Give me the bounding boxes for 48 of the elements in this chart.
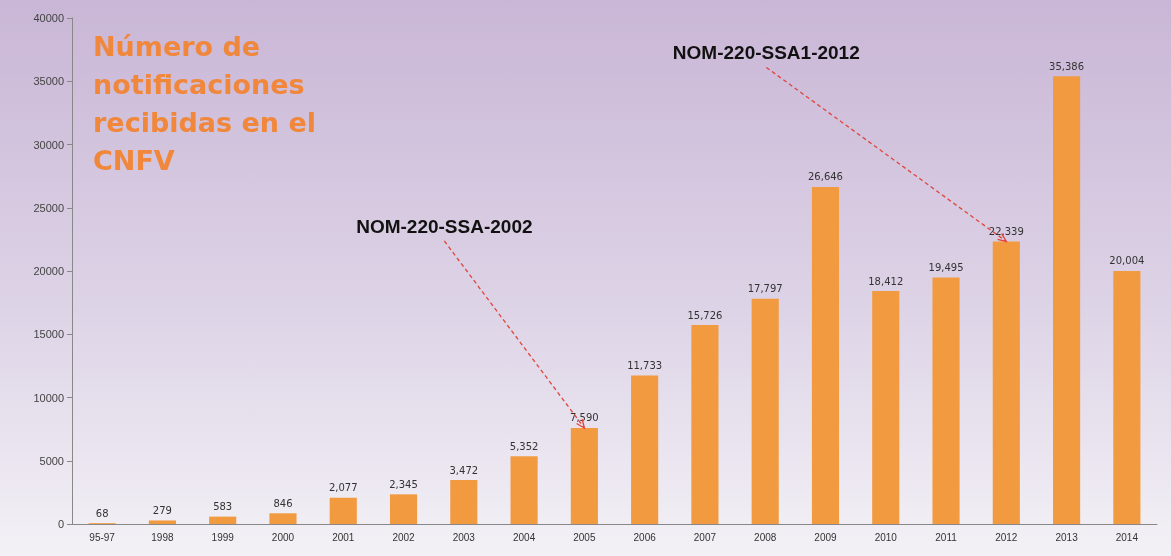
y-tick-label: 25000 — [33, 201, 64, 214]
data-label: 583 — [213, 501, 233, 513]
y-tick-label: 10000 — [33, 391, 64, 404]
annotation: NOM-220-SSA1-2012 — [672, 42, 860, 64]
x-tick-label: 2008 — [754, 531, 777, 543]
x-tick-label: 2006 — [633, 531, 657, 543]
data-label: 19,495 — [928, 261, 964, 273]
x-tick-label: 2005 — [573, 531, 596, 543]
x-tick-label: 2002 — [392, 531, 416, 543]
x-tick-label: 2007 — [693, 531, 717, 543]
x-tick-label: 2000 — [271, 531, 295, 543]
data-label: 2,077 — [328, 482, 358, 494]
x-tick-label: 1999 — [211, 531, 235, 543]
data-label: 3,472 — [449, 464, 479, 476]
data-label: 279 — [152, 504, 172, 516]
y-tick-label: 40000 — [33, 12, 64, 24]
x-tick-label: 1998 — [151, 531, 174, 543]
y-tick-label: 0 — [57, 518, 64, 530]
y-tick-label: 20000 — [33, 265, 64, 277]
data-label: 2,345 — [389, 478, 418, 490]
y-tick-label: 35000 — [33, 75, 64, 88]
text: Número de notificaciones recibidas en el CNFV — [93, 30, 326, 176]
x-tick-label: 2014 — [1115, 531, 1139, 543]
x-tick-label: 2012 — [995, 531, 1018, 543]
x-tick-label: 2013 — [1055, 531, 1079, 543]
data-label: 68 — [95, 507, 109, 519]
annotation: NOM-220-SSA-2002 — [356, 215, 533, 237]
data-label: 7,590 — [570, 412, 599, 424]
data-label: 22,339 — [988, 225, 1024, 237]
data-label: 17,797 — [747, 283, 783, 295]
y-tick-label: 5000 — [39, 454, 64, 467]
data-label: 26,646 — [807, 171, 843, 183]
x-tick-label: 2003 — [452, 531, 476, 543]
y-tick-label: 15000 — [33, 328, 64, 341]
x-tick-label: 2001 — [332, 531, 355, 543]
data-label: 846 — [273, 497, 293, 509]
y-tick-label: 30000 — [33, 138, 64, 151]
x-tick-label: 2009 — [814, 531, 838, 543]
x-tick-label: 2010 — [874, 531, 898, 543]
data-label: 11,733 — [627, 360, 663, 372]
data-label: 18,412 — [868, 275, 904, 287]
data-label: 35,386 — [1049, 60, 1085, 72]
x-tick-label: 2011 — [935, 531, 958, 543]
x-tick-label: 2004 — [512, 531, 536, 543]
data-label: 15,726 — [687, 309, 723, 321]
data-label: 20,004 — [1109, 255, 1145, 267]
x-tick-label: 95-97 — [89, 531, 116, 543]
data-label: 5,352 — [509, 440, 539, 452]
